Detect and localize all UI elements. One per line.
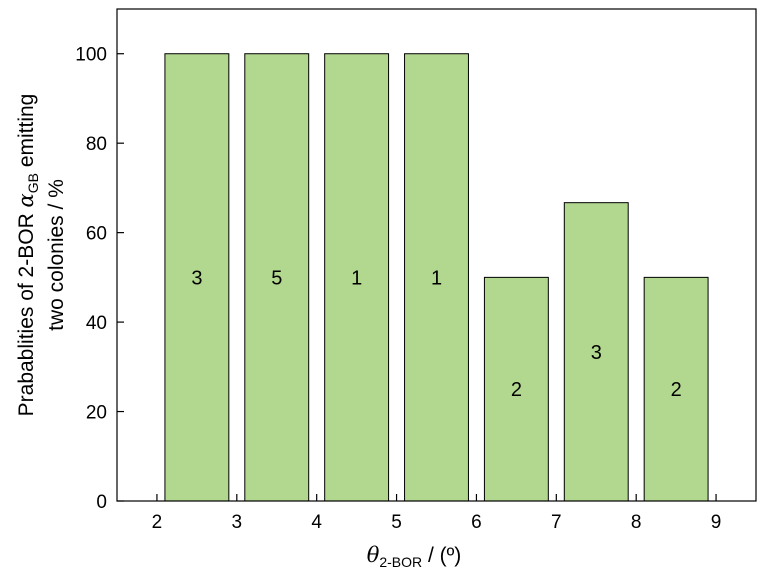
bar-labels-group: 3 5 1 1 2 3 2 — [191, 267, 681, 401]
bar-2 — [244, 53, 310, 502]
bar-label-1: 3 — [191, 267, 202, 289]
y-axis-title-symbol: α — [14, 193, 38, 207]
y-tick-label-5: 80 — [86, 134, 107, 155]
y-axis-title: Prabablities of 2-BOR αGB emitting two c… — [14, 94, 68, 417]
y-axis-title-line2: two colonies / % — [45, 179, 68, 331]
x-axis: 2 3 4 5 6 7 8 9 — [152, 494, 722, 533]
bar-3 — [324, 53, 390, 502]
y-axis-title-text: Prabablities of 2-BOR — [15, 207, 38, 416]
bar-label-7: 2 — [671, 379, 682, 401]
y-tick-label-3: 40 — [86, 313, 107, 334]
y-tick-label-6: 100 — [75, 45, 107, 66]
x-tick-label-7: 8 — [631, 512, 642, 533]
bars-group — [164, 53, 709, 502]
y-tick-label-1: 0 — [96, 492, 107, 513]
bar-label-5: 2 — [511, 379, 522, 401]
bar-4 — [404, 53, 469, 502]
y-axis-title-suffix: emitting — [15, 94, 38, 173]
x-tick-label-8: 9 — [711, 512, 722, 533]
x-tick-label-2: 3 — [232, 512, 243, 533]
x-tick-label-3: 4 — [311, 512, 322, 533]
y-axis-title-subscript: GB — [25, 173, 41, 193]
y-tick-label-2: 20 — [86, 403, 107, 424]
y-axis-title-line1: Prabablities of 2-BOR αGB emitting — [14, 94, 41, 417]
bar-label-2: 5 — [271, 267, 282, 289]
x-tick-label-6: 7 — [551, 512, 562, 533]
x-axis-title-symbol: θ — [367, 543, 380, 567]
x-axis-title-unit: / (º) — [422, 544, 461, 567]
bar-5 — [483, 276, 549, 502]
bar-1 — [164, 53, 230, 502]
x-tick-label-4: 5 — [391, 512, 402, 533]
bar-label-6: 3 — [591, 342, 602, 364]
plot-frame — [116, 8, 757, 502]
x-axis-title-subscript: 2-BOR — [379, 554, 422, 570]
bar-label-3: 1 — [351, 267, 362, 289]
y-tick-label-4: 60 — [86, 224, 107, 245]
bar-label-4: 1 — [431, 267, 442, 289]
bar-6 — [563, 202, 629, 502]
x-axis-title: θ2-BOR / (º) — [367, 543, 462, 570]
x-tick-label-1: 2 — [152, 512, 163, 533]
x-tick-label-5: 6 — [471, 512, 482, 533]
y-axis: 0 20 40 60 80 100 — [75, 45, 124, 513]
